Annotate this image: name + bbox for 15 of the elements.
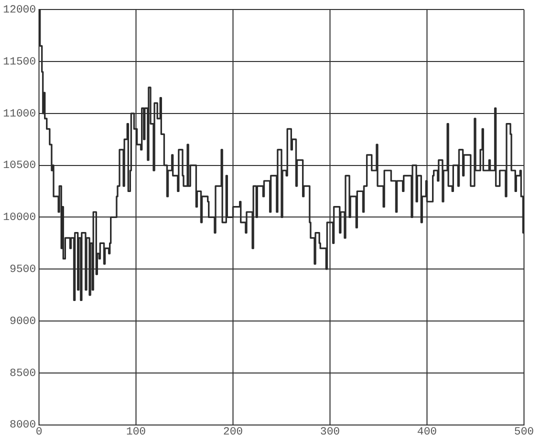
y-tick-label: 10500 [2,160,36,172]
x-tick-label: 200 [223,426,243,438]
y-tick-label: 8000 [10,420,36,432]
y-tick-label: 9000 [10,316,36,328]
x-tick-label: 300 [320,426,340,438]
y-tick-label: 8500 [10,368,36,380]
x-tick-label: 0 [36,426,42,438]
y-tick-label: 10000 [2,212,36,224]
y-tick-label: 12000 [2,4,36,17]
y-tick-label: 11500 [2,56,36,68]
x-tick-label: 500 [514,426,534,438]
y-tick-label: 9500 [10,264,36,276]
x-tick-label: 100 [126,426,146,438]
x-tick-label: 400 [417,426,437,438]
y-tick-label: 11000 [2,108,36,120]
